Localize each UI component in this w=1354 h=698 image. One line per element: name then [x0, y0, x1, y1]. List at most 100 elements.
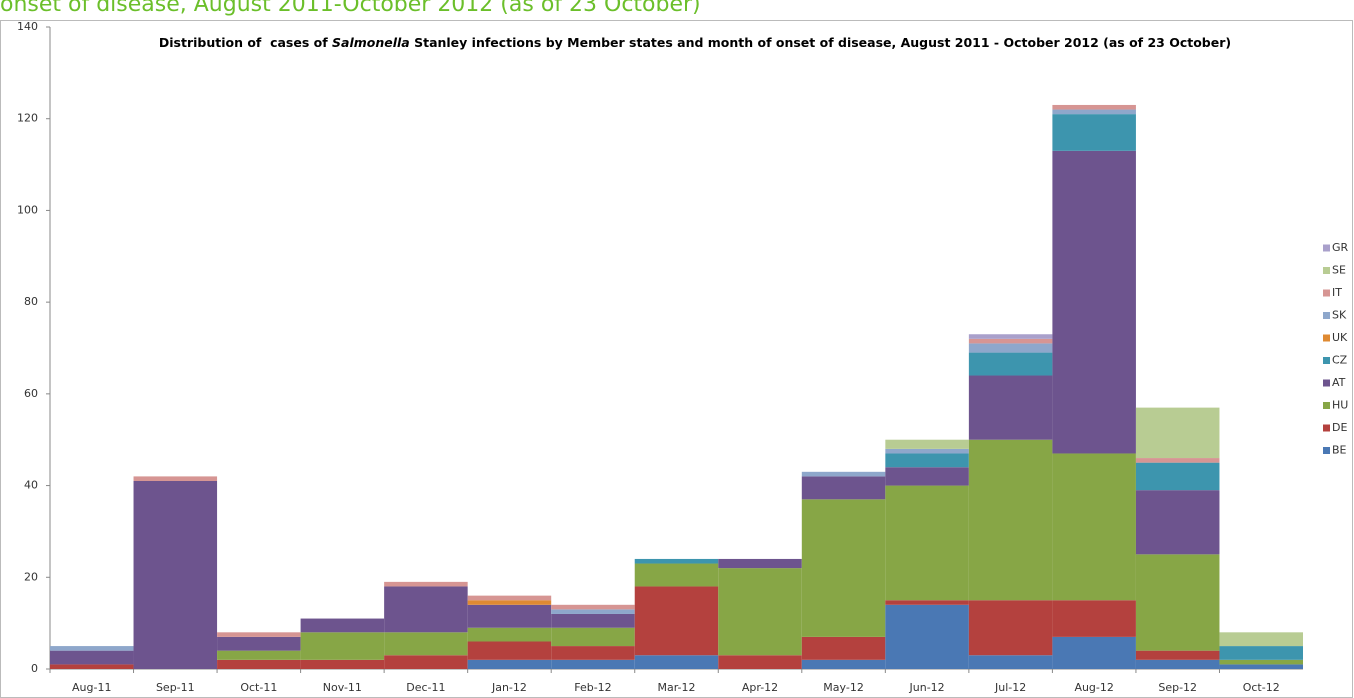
x-tick-label: Sep-12 — [1158, 681, 1197, 694]
legend-swatch — [1323, 312, 1330, 319]
bar-segment — [718, 655, 802, 669]
bar-segment — [968, 600, 1053, 656]
bar-segment — [885, 467, 969, 486]
bar-segment — [1052, 114, 1136, 151]
legend-swatch — [1323, 267, 1330, 274]
bar-segment — [133, 480, 218, 669]
bar-segment — [885, 439, 969, 449]
bar-segment — [467, 641, 552, 660]
bar-segment — [885, 600, 969, 605]
y-tick-label: 80 — [24, 295, 38, 308]
x-tick-label: Aug-11 — [72, 681, 111, 694]
bar-segment — [801, 471, 886, 477]
bar-segment — [1135, 490, 1220, 555]
legend-label: GR — [1332, 241, 1349, 254]
x-tick-label: Sep-11 — [156, 681, 195, 694]
bar-segment — [885, 448, 969, 454]
bar-segment — [968, 375, 1053, 440]
y-tick-label: 100 — [17, 203, 38, 216]
bar-segment — [551, 627, 635, 647]
bar-segment — [634, 563, 719, 587]
bar-segment — [1135, 659, 1220, 669]
bar-segment — [1219, 664, 1303, 669]
bar-segment — [300, 632, 385, 660]
bar-segment — [133, 476, 218, 481]
bar-segment — [467, 600, 552, 605]
legend-swatch — [1323, 402, 1330, 409]
legend-label: IT — [1332, 286, 1342, 299]
bar-segment — [801, 499, 886, 637]
x-tick-label: Oct-11 — [240, 681, 277, 694]
legend-swatch — [1323, 357, 1330, 364]
x-tick-label: Aug-12 — [1074, 681, 1113, 694]
bar-segment — [217, 650, 301, 660]
y-tick-label: 120 — [17, 112, 38, 125]
bar-segment — [300, 618, 385, 633]
x-tick-label: May-12 — [823, 681, 864, 694]
legend-label: DE — [1332, 421, 1347, 434]
page-header: onset of disease, August 2011-October 20… — [0, 0, 701, 17]
bar-segment — [801, 659, 886, 669]
bar-segment — [634, 558, 719, 564]
legend-label: SE — [1332, 264, 1346, 277]
bar-segment — [968, 352, 1053, 376]
bar-segment — [551, 613, 635, 628]
bar-segment — [50, 646, 134, 651]
bar-segment — [300, 659, 385, 669]
bar-segment — [217, 632, 301, 637]
x-tick-label: Dec-11 — [406, 681, 445, 694]
bar-segment — [1052, 104, 1136, 110]
x-tick-label: Jun-12 — [909, 681, 945, 694]
bar-segment — [968, 655, 1053, 669]
bar-segment — [1135, 462, 1220, 491]
bar-segment — [217, 659, 301, 669]
bar-segment — [217, 636, 301, 651]
bar-segment — [885, 453, 969, 468]
x-tick-label: Jul-12 — [994, 681, 1026, 694]
bar-segment — [1052, 109, 1136, 115]
bar-segment — [968, 334, 1053, 339]
bar-segment — [718, 558, 802, 569]
x-tick-label: Feb-12 — [574, 681, 611, 694]
chart-title: Distribution of cases of Salmonella Stan… — [159, 35, 1231, 50]
y-tick-label: 0 — [31, 662, 38, 675]
title-part: Distribution of cases of — [159, 35, 332, 50]
bar-segment — [634, 586, 719, 656]
bar-segment — [467, 595, 552, 601]
bar-segment — [1052, 600, 1136, 637]
legend-swatch — [1323, 334, 1330, 342]
bar-segment — [1135, 650, 1220, 660]
legend-label: BE — [1332, 444, 1347, 457]
bar-segment — [1052, 150, 1136, 454]
y-tick-label: 140 — [17, 20, 38, 33]
legend-label: SK — [1332, 309, 1347, 322]
y-tick-label: 60 — [24, 387, 38, 400]
bar-segment — [551, 646, 635, 660]
bar-segment — [551, 659, 635, 669]
legend-swatch — [1323, 447, 1330, 454]
y-tick-label: 40 — [24, 479, 38, 492]
bar-segment — [801, 636, 886, 660]
bar-segment — [467, 627, 552, 642]
title-part: Salmonella — [332, 35, 410, 50]
bar-segment — [384, 655, 468, 669]
legend-label: UK — [1332, 331, 1348, 344]
legend-swatch — [1323, 424, 1330, 432]
bar-segment — [968, 338, 1053, 344]
bar-segment — [634, 655, 719, 669]
bar-segment — [1219, 632, 1303, 647]
bar-segment — [50, 664, 134, 669]
bar-segment — [384, 632, 468, 656]
legend-swatch — [1323, 244, 1330, 252]
bar-segment — [384, 581, 468, 587]
bar-segment — [384, 586, 468, 633]
bar-segment — [801, 476, 886, 500]
bar-segment — [1219, 659, 1303, 665]
bar-segment — [1135, 407, 1220, 459]
bar-segment — [1135, 458, 1220, 463]
legend-label: CZ — [1332, 354, 1348, 367]
legend-label: HU — [1332, 399, 1348, 412]
x-tick-label: Mar-12 — [657, 681, 695, 694]
legend-label: AT — [1332, 376, 1346, 389]
